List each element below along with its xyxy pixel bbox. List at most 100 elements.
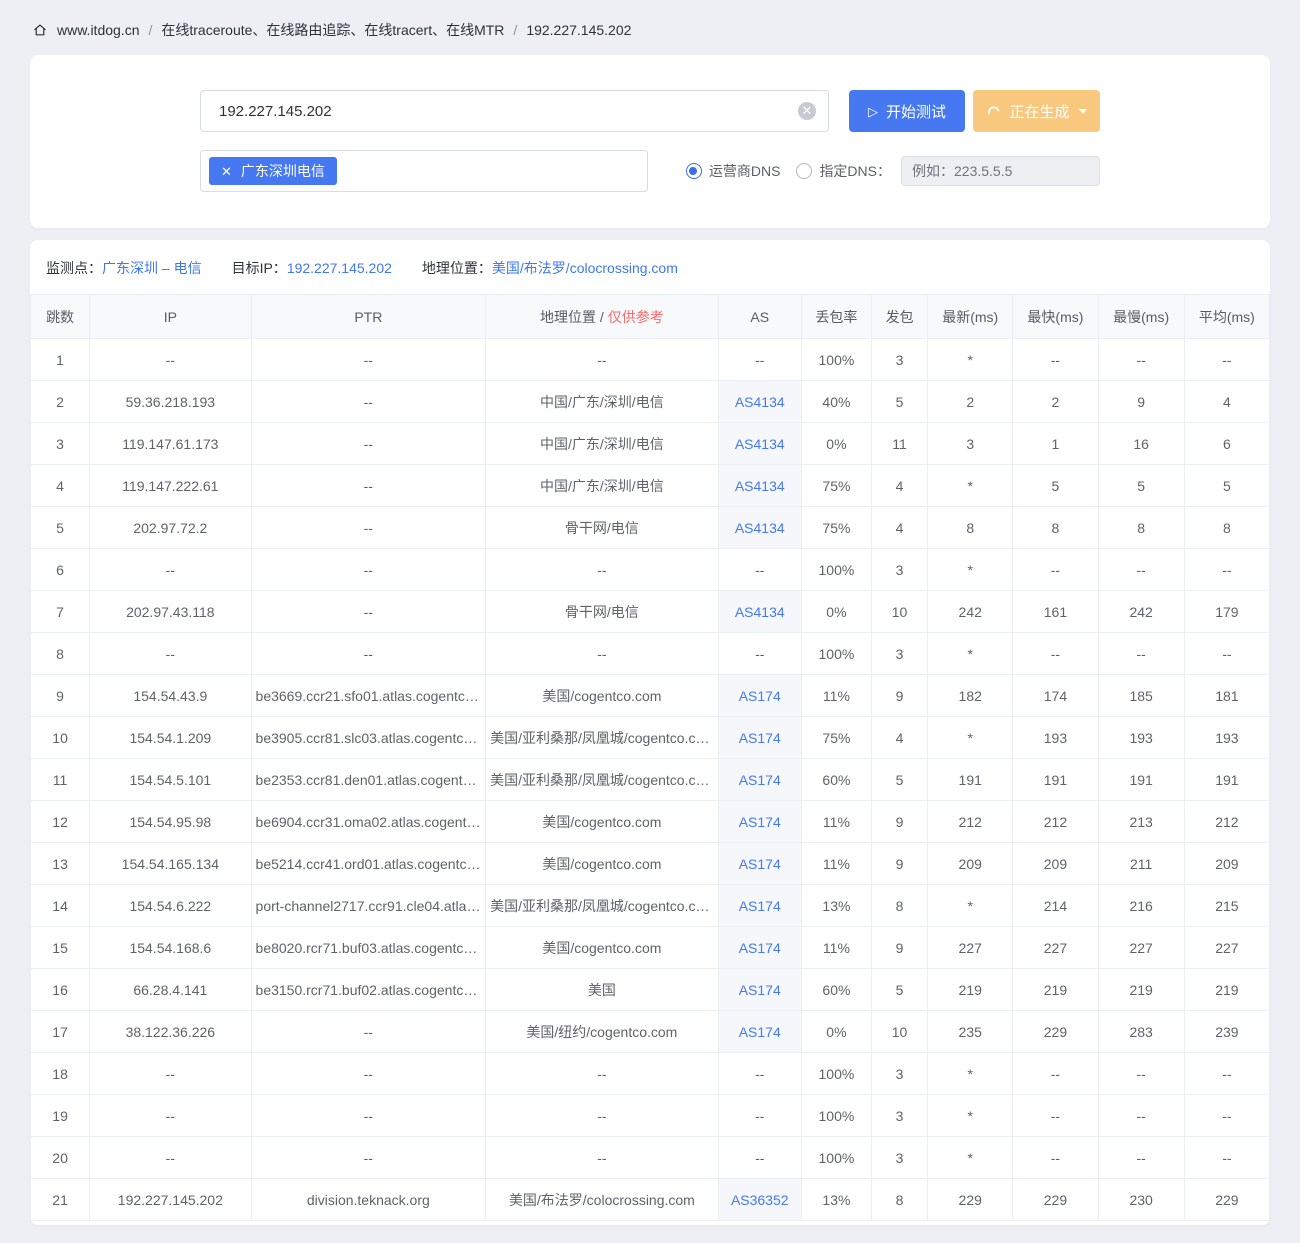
col-ip: IP: [89, 294, 252, 339]
as-link[interactable]: AS174: [738, 813, 781, 830]
cell-geo: 美国/cogentco.com: [485, 674, 719, 717]
cell-avg: 239: [1183, 1010, 1270, 1053]
as-link[interactable]: AS174: [738, 687, 781, 704]
cell-avg: --: [1183, 632, 1270, 675]
controls-card: ✕ ▷ 开始测试 正在生成 ✕ 广东深圳电信: [30, 55, 1270, 228]
geo-link[interactable]: 美国/布法罗/colocrossing.com: [491, 260, 678, 276]
cell-hop: 17: [30, 1010, 91, 1053]
as-link[interactable]: AS174: [738, 939, 781, 956]
cell-avg: 193: [1183, 716, 1270, 759]
cell-worst: --: [1097, 1052, 1185, 1095]
probe-link[interactable]: 广东深圳 – 电信: [102, 260, 202, 276]
cell-as: AS4134: [717, 380, 802, 423]
as-link[interactable]: AS4134: [734, 393, 785, 410]
cell-worst: 213: [1097, 800, 1185, 843]
cell-geo: 中国/广东/深圳/电信: [485, 380, 719, 423]
probe-label: 监测点：: [46, 260, 102, 276]
radio-custom-dns-label: 指定DNS：: [819, 163, 891, 179]
target-ip-link[interactable]: 192.227.145.202: [286, 260, 392, 276]
cell-worst: 242: [1097, 590, 1185, 633]
cell-ip: 192.227.145.202: [89, 1178, 252, 1221]
geo-label: 地理位置：: [421, 260, 492, 276]
cell-loss: 60%: [800, 758, 873, 801]
cell-hop: 16: [30, 968, 91, 1011]
cell-hop: 5: [30, 506, 91, 549]
cell-as: AS174: [717, 716, 802, 759]
cell-loss: 0%: [800, 590, 873, 633]
dns-options: 运营商DNS 指定DNS：: [685, 156, 1100, 186]
as-link[interactable]: AS174: [738, 771, 781, 788]
breadcrumb-site[interactable]: www.itdog.cn: [57, 22, 140, 38]
cell-best: --: [1012, 1094, 1099, 1137]
cell-best: 174: [1012, 674, 1099, 717]
cell-hop: 1: [30, 338, 91, 381]
table-row: 9 154.54.43.9 be3669.ccr21.sfo01.atlas.cog…: [30, 674, 1270, 717]
as-link[interactable]: AS4134: [734, 603, 785, 620]
cell-ptr: --: [250, 380, 487, 423]
cell-ip: --: [89, 338, 252, 381]
cell-sent: 9: [870, 926, 929, 969]
table-header-row: 跳数 IP PTR 地理位置 / 仅供参考 AS 丢包率 发包 最新(ms) 最…: [30, 294, 1270, 339]
radio-custom-dns[interactable]: 指定DNS：: [796, 161, 891, 181]
cell-avg: 5: [1183, 464, 1270, 507]
cell-best: 229: [1012, 1010, 1099, 1053]
cell-ip: 154.54.6.222: [89, 884, 252, 927]
cell-ptr: division.teknack.org: [250, 1178, 487, 1221]
cell-geo: 中国/广东/深圳/电信: [485, 464, 719, 507]
cell-avg: 212: [1183, 800, 1270, 843]
clear-input-icon[interactable]: ✕: [798, 102, 816, 120]
col-avg: 平均(ms): [1183, 294, 1270, 339]
as-link[interactable]: AS36352: [730, 1191, 789, 1208]
dns-input[interactable]: [901, 156, 1100, 186]
as-link[interactable]: AS4134: [734, 435, 785, 452]
cell-best: --: [1012, 632, 1099, 675]
cell-avg: 219: [1183, 968, 1270, 1011]
as-link[interactable]: AS4134: [734, 519, 785, 536]
cell-avg: --: [1183, 338, 1270, 381]
cell-best: --: [1012, 1136, 1099, 1179]
col-geo: 地理位置 / 仅供参考: [485, 294, 719, 339]
cell-ptr: --: [250, 1136, 487, 1179]
cell-loss: 75%: [800, 716, 873, 759]
cell-sent: 9: [870, 674, 929, 717]
cell-as: --: [717, 1094, 802, 1137]
radio-carrier-dns[interactable]: 运营商DNS: [685, 161, 780, 181]
cell-ip: 119.147.61.173: [89, 422, 252, 465]
cell-worst: 185: [1097, 674, 1185, 717]
geo-group: 地理位置： 美国/布法罗/colocrossing.com: [422, 258, 678, 278]
cell-best: 212: [1012, 800, 1099, 843]
node-select-box[interactable]: ✕ 广东深圳电信: [200, 150, 648, 192]
cell-loss: 100%: [800, 632, 873, 675]
cell-worst: --: [1097, 1094, 1185, 1137]
cell-hop: 10: [30, 716, 91, 759]
as-link[interactable]: AS4134: [734, 477, 785, 494]
cell-last: *: [927, 1136, 1014, 1179]
cell-hop: 12: [30, 800, 91, 843]
cell-worst: 5: [1097, 464, 1185, 507]
col-last: 最新(ms): [927, 294, 1014, 339]
col-hop: 跳数: [30, 294, 91, 339]
as-link[interactable]: AS174: [738, 855, 781, 872]
cell-as: --: [717, 1052, 802, 1095]
cell-as: AS174: [717, 674, 802, 717]
target-input[interactable]: [200, 90, 829, 132]
cell-as: --: [717, 632, 802, 675]
as-link[interactable]: AS174: [738, 729, 781, 746]
result-summary: 监测点： 广东深圳 – 电信 目标IP： 192.227.145.202 地理位…: [46, 258, 1270, 278]
breadcrumb-section[interactable]: 在线traceroute、在线路由追踪、在线tracert、在线MTR: [161, 22, 505, 38]
as-link[interactable]: AS174: [738, 1023, 781, 1040]
as-link[interactable]: AS174: [738, 981, 781, 998]
cell-ptr: --: [250, 548, 487, 591]
remove-tag-icon[interactable]: ✕: [221, 163, 232, 179]
start-test-button[interactable]: ▷ 开始测试: [849, 90, 965, 132]
cell-ip: 154.54.1.209: [89, 716, 252, 759]
cell-as: AS174: [717, 1010, 802, 1053]
as-link[interactable]: AS174: [738, 897, 781, 914]
cell-last: 209: [927, 842, 1014, 885]
cell-hop: 19: [30, 1094, 91, 1137]
breadcrumb-separator: /: [148, 22, 153, 38]
cell-hop: 18: [30, 1052, 91, 1095]
cell-last: 235: [927, 1010, 1014, 1053]
generating-button[interactable]: 正在生成: [973, 90, 1100, 132]
cell-geo: --: [485, 1136, 719, 1179]
